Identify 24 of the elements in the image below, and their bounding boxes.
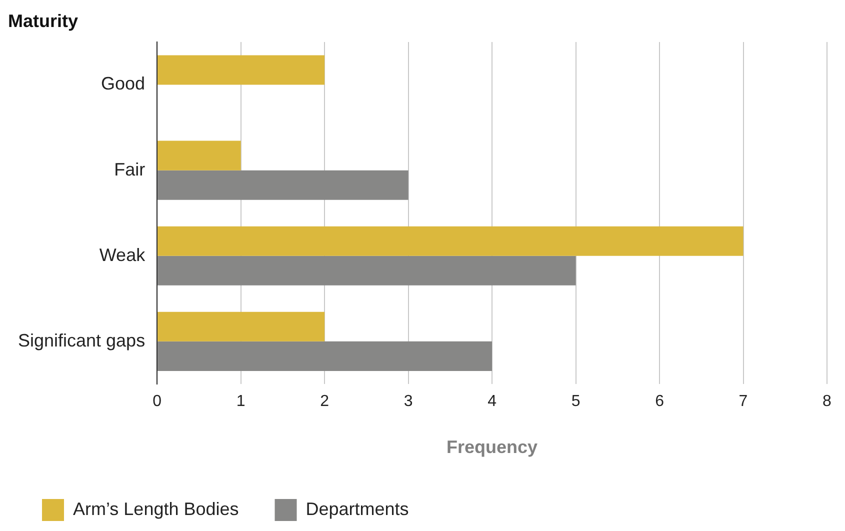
legend-label: Arm’s Length Bodies: [73, 498, 239, 519]
x-tick-label: 7: [738, 393, 748, 410]
bar: [158, 256, 576, 286]
x-tick-label: 1: [236, 393, 246, 410]
x-tick-label: 2: [320, 393, 330, 410]
y-tick-label: Fair: [114, 159, 146, 180]
bar: [158, 226, 744, 256]
x-tick-label: 4: [488, 393, 497, 410]
bar: [158, 341, 492, 371]
x-tick-label: 8: [822, 393, 832, 410]
x-axis-title: Frequency: [446, 437, 538, 458]
y-tick-label: Significant gaps: [18, 330, 146, 350]
x-tick-label: 3: [404, 393, 413, 410]
bar: [158, 170, 408, 200]
legend-label: Departments: [306, 498, 409, 519]
bar: [158, 55, 325, 85]
bar: [158, 312, 325, 342]
y-tick-label: Weak: [99, 244, 146, 265]
bar: [158, 140, 241, 170]
x-tick-label: 0: [152, 393, 162, 410]
y-axis-title: Maturity: [8, 11, 78, 31]
y-tick-label: Good: [101, 74, 146, 94]
x-tick-label: 5: [571, 393, 580, 410]
x-tick-label: 6: [655, 393, 664, 410]
